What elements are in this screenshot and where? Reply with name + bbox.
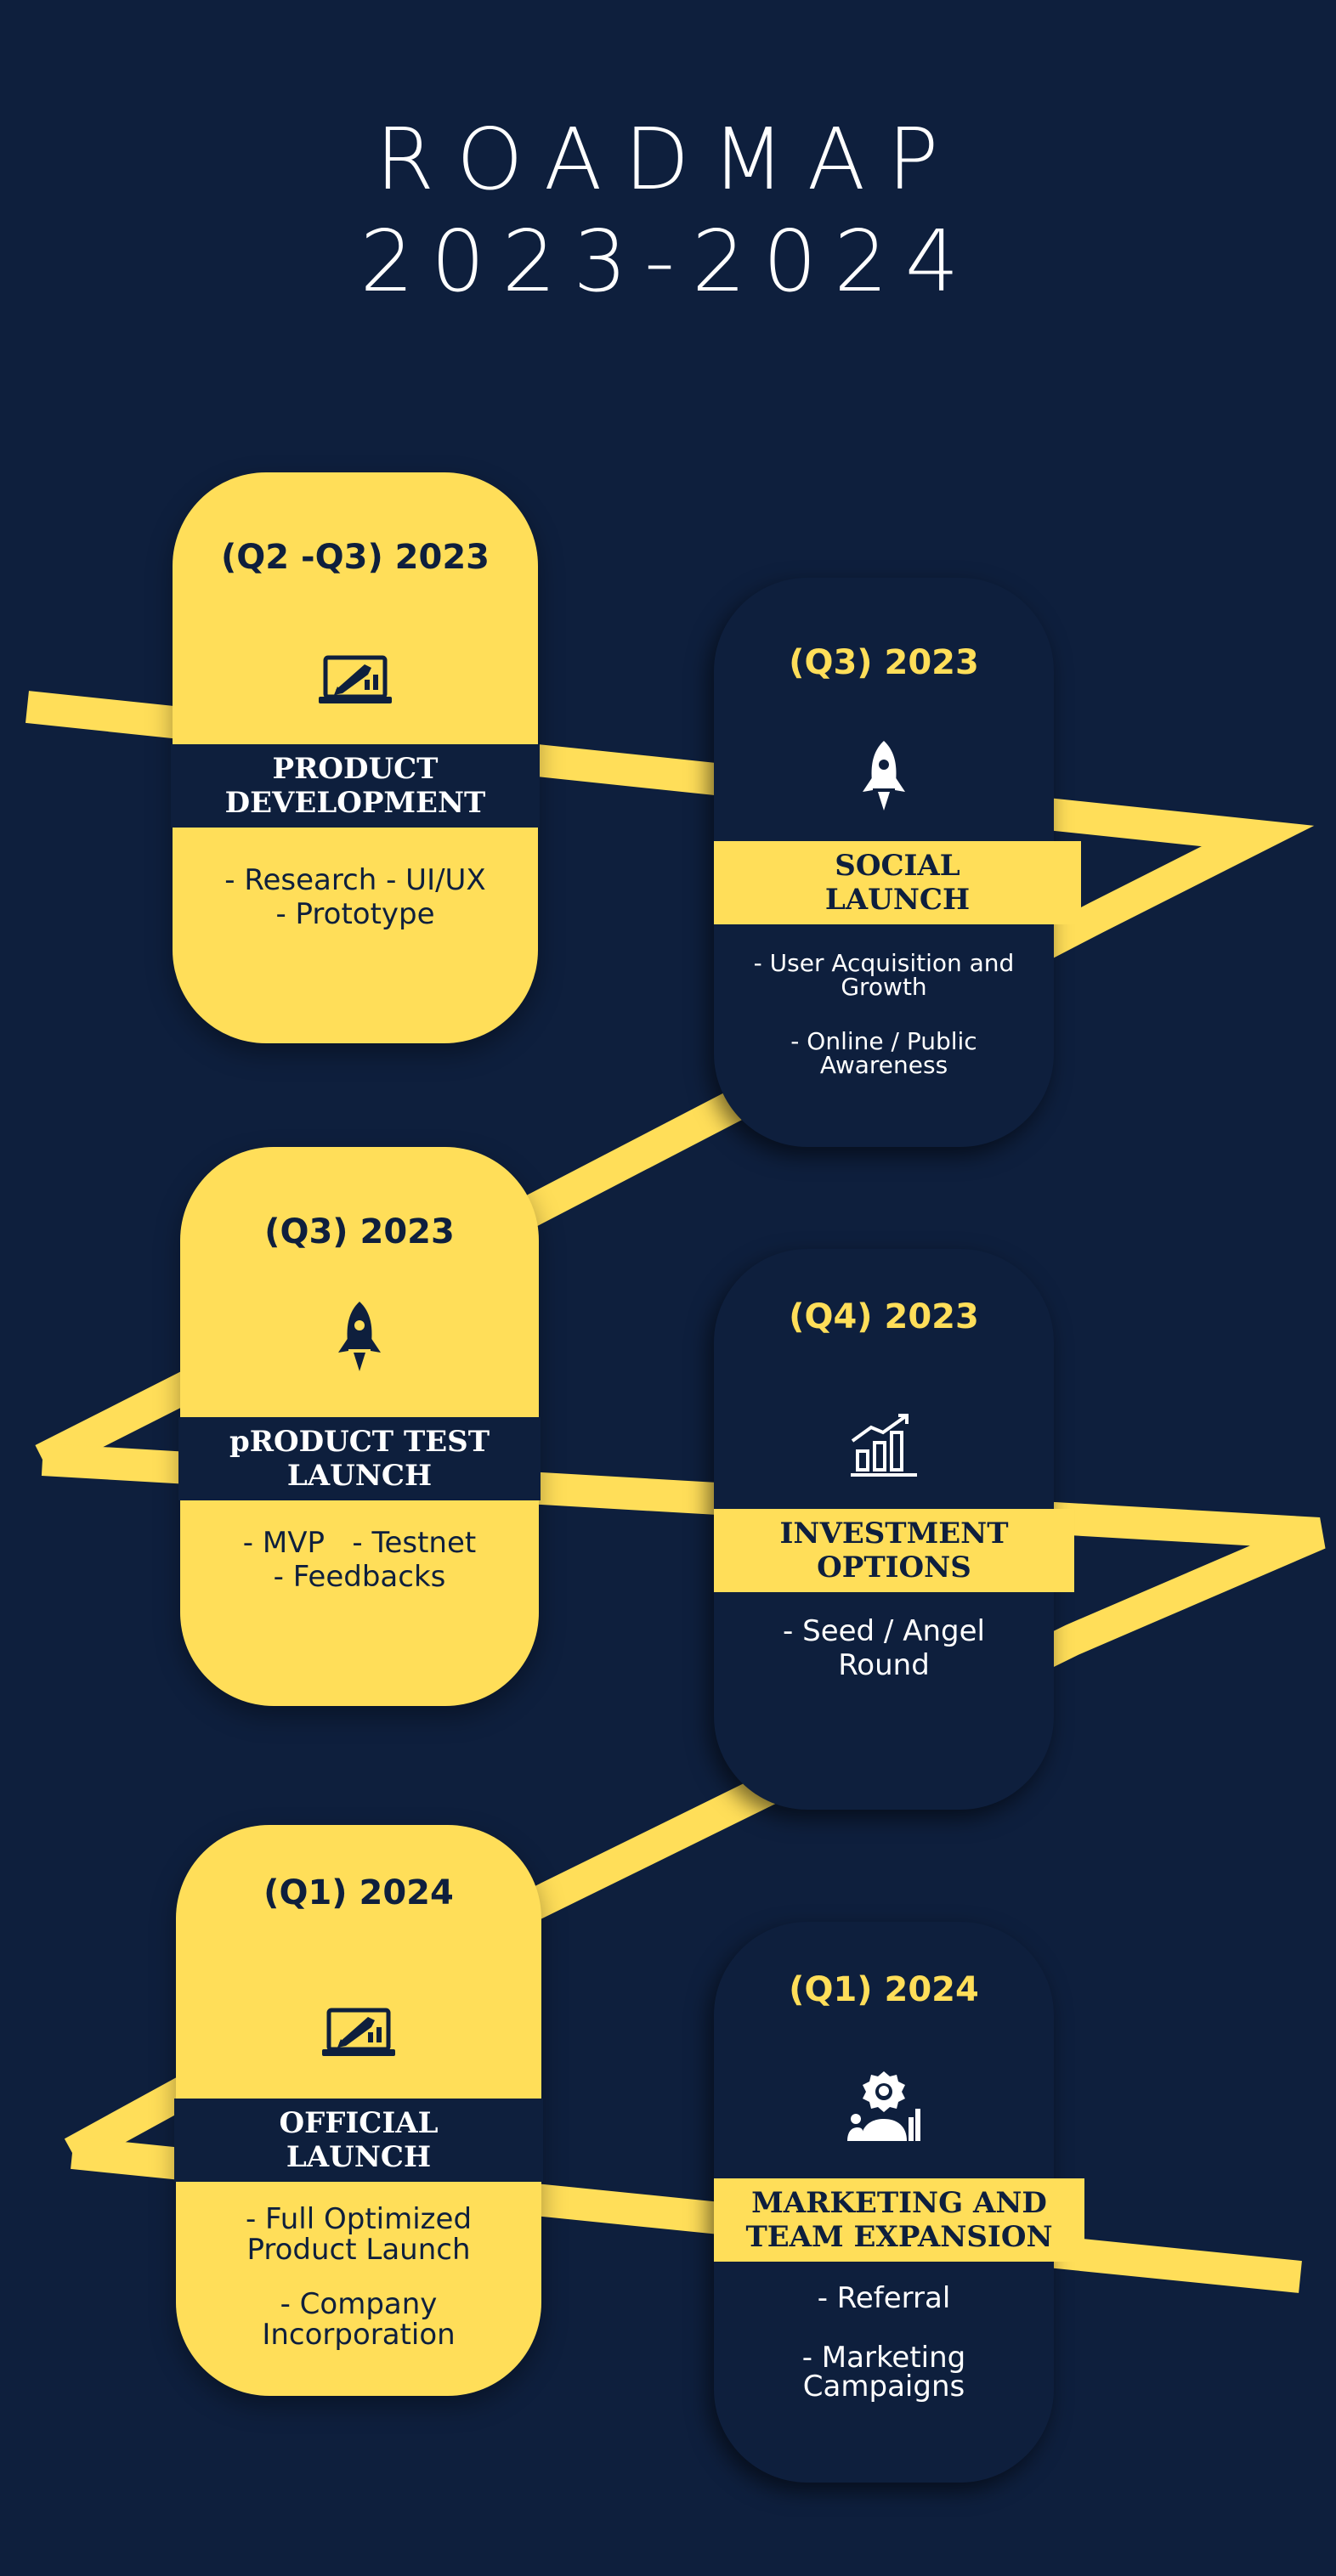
laptop-rocket-icon — [317, 642, 393, 719]
page-subtitle: 2023-2024 — [359, 212, 977, 311]
milestone-title: SOCIAL LAUNCH — [714, 841, 1081, 924]
milestone-description-line: - User Acquisition and — [753, 949, 1015, 977]
milestone-description: - Research - UI/UX - Prototype — [190, 863, 521, 931]
milestone-title: OFFICIAL LAUNCH — [174, 2099, 543, 2182]
milestone-description-line: - Full Optimized — [245, 2202, 473, 2236]
milestone-period: (Q1) 2024 — [789, 1970, 979, 2009]
milestone-description: - Seed / Angel Round — [731, 1614, 1037, 1682]
milestone-description-line: - Online / Public — [790, 1027, 977, 1055]
milestone-period: (Q1) 2024 — [263, 1873, 454, 1912]
milestone-period: (Q3) 2023 — [264, 1212, 455, 1251]
milestone-title: PRODUCT DEVELOPMENT — [171, 744, 540, 828]
milestone-description-line: - Seed / Angel — [783, 1614, 985, 1648]
milestone-card-product-development: (Q2 -Q3) 2023 PRODUCT DEVELOPMENT - Rese… — [171, 472, 540, 1043]
milestone-period: (Q2 -Q3) 2023 — [220, 538, 490, 577]
milestone-title-line: PRODUCT — [272, 752, 439, 786]
laptop-rocket-icon — [320, 1995, 397, 2071]
milestone-title-line: OFFICIAL — [279, 2106, 439, 2140]
milestone-description-line: - Referral — [817, 2281, 951, 2315]
milestone-title-line: SOCIAL — [835, 849, 960, 883]
milestone-title-line: LAUNCH — [286, 2140, 432, 2174]
milestone-title: INVESTMENT OPTIONS — [714, 1509, 1074, 1592]
milestone-title-line: LAUNCH — [824, 883, 971, 917]
milestone-description: - Full Optimized Product Launch - Compan… — [193, 2204, 524, 2350]
milestone-description-line: Incorporation — [262, 2318, 456, 2352]
milestone-description-line: Growth — [841, 973, 927, 1001]
team-expansion-icon — [846, 2066, 922, 2143]
milestone-card-investment-options: (Q4) 2023 INVESTMENT OPTIONS - Seed / An… — [714, 1249, 1074, 1810]
milestone-title-line: TEAM EXPANSION — [745, 2220, 1053, 2254]
milestone-card-product-test-launch: (Q3) 2023 pRODUCT TEST LAUNCH - MVP - Te… — [178, 1147, 541, 1706]
milestone-card-marketing-team-expansion: (Q1) 2024 MARKETING AND TEAM EXPANSION -… — [714, 1922, 1084, 2483]
milestone-title-line: INVESTMENT — [779, 1517, 1009, 1551]
rocket-icon — [846, 737, 922, 814]
milestone-card-social-launch: (Q3) 2023 SOCIAL LAUNCH - User Acquisiti… — [714, 578, 1081, 1147]
milestone-description-line: Campaigns — [802, 2370, 965, 2404]
milestone-title-line: OPTIONS — [817, 1551, 971, 1585]
milestone-card-official-launch: (Q1) 2024 OFFICIAL LAUNCH - Full Optimiz… — [174, 1825, 543, 2396]
milestone-description: - Referral - Marketing Campaigns — [731, 2284, 1037, 2401]
milestone-description-line: Product Launch — [246, 2233, 471, 2267]
milestone-title: pRODUCT TEST LAUNCH — [178, 1417, 541, 1500]
milestone-title-line: DEVELOPMENT — [224, 786, 486, 820]
milestone-description-line: - MVP - Testnet — [242, 1526, 477, 1560]
milestone-description-line: - Feedbacks — [273, 1560, 446, 1594]
milestone-description-line: - Marketing — [801, 2341, 966, 2375]
milestone-period: (Q4) 2023 — [789, 1297, 979, 1336]
milestone-title-line: MARKETING AND — [751, 2186, 1047, 2220]
milestone-description: - User Acquisition and Growth - Online /… — [722, 952, 1045, 1077]
milestone-description: - MVP - Testnet - Feedbacks — [197, 1526, 522, 1594]
milestone-description-line: - Research - UI/UX — [224, 863, 486, 897]
milestone-period: (Q3) 2023 — [789, 643, 979, 682]
growth-chart-icon — [846, 1407, 922, 1483]
milestone-title: MARKETING AND TEAM EXPANSION — [714, 2178, 1084, 2262]
page-title: ROADMAP — [375, 110, 961, 209]
milestone-title-line: pRODUCT TEST — [229, 1425, 490, 1459]
milestone-description-line: - Prototype — [275, 897, 435, 931]
milestone-title-line: LAUNCH — [286, 1459, 433, 1493]
milestone-description-line: - Company — [280, 2287, 438, 2321]
milestone-description-line: Awareness — [819, 1051, 948, 1079]
rocket-icon — [321, 1298, 398, 1375]
milestone-description-line: Round — [838, 1648, 930, 1682]
